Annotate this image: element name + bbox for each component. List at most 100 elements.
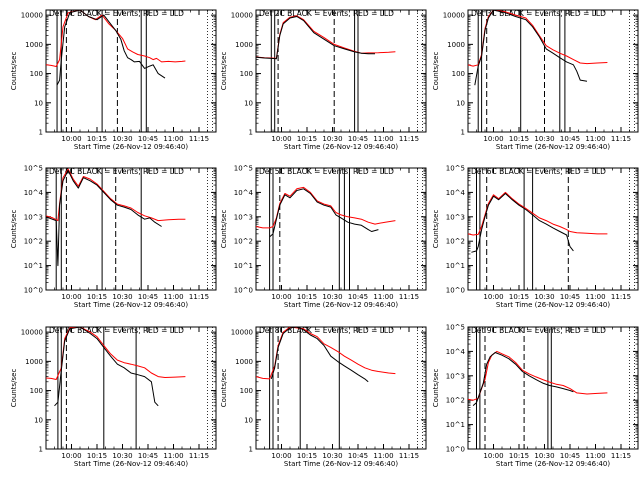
y-tick-label: 1000: [235, 358, 253, 366]
y-tick-label: 10^3: [234, 213, 253, 221]
x-tick-label: 10:45: [138, 293, 158, 301]
events-series-line: [471, 193, 574, 253]
x-axis-label: Start Time (26-Nov-12 09:46:40): [284, 143, 398, 151]
y-tick-label: 10^4: [446, 348, 466, 356]
x-tick-label: 10:15: [509, 135, 529, 143]
x-axis-label: Start Time (26-Nov-12 09:46:40): [284, 301, 398, 309]
x-tick-label: 10:00: [61, 293, 81, 301]
y-axis-label: Counts/sec: [432, 369, 440, 408]
x-tick-label: 10:45: [348, 135, 368, 143]
y-tick-label: 10: [34, 99, 43, 107]
y-tick-label: 10^5: [446, 324, 465, 332]
vertical-markers: [56, 10, 214, 132]
x-tick-label: 10:15: [87, 135, 107, 143]
x-tick-label: 11:00: [585, 135, 605, 143]
x-tick-label: 11:00: [163, 135, 183, 143]
y-axis-label: Counts/sec: [432, 52, 440, 91]
y-tick-label: 10^2: [446, 397, 465, 405]
y-tick-label: 1: [249, 446, 253, 454]
panel-title: Det 5C BLACK = Events, RED = LLD: [259, 167, 394, 176]
y-tick-label: 100: [452, 70, 465, 78]
x-tick-label: 10:30: [534, 135, 554, 143]
panel-det-9: 10^0 10^1 10^2 10^3 10^4 10^5 Counts/sec 10:00 1…: [432, 324, 639, 468]
x-tick-label: 10:00: [271, 135, 291, 143]
y-tick-label: 1000: [235, 41, 253, 49]
events-series-line: [54, 327, 159, 407]
x-tick-label: 10:30: [534, 293, 554, 301]
y-tick-label: 10^0: [24, 287, 43, 295]
y-tick-label: 10^0: [446, 446, 465, 454]
x-tick-label: 10:45: [138, 135, 158, 143]
panel-title: Det 1C BLACK = Events, RED = LLD: [49, 9, 184, 18]
events-series-line: [256, 16, 375, 60]
panel-title: Det 9C BLACK = Events, RED = LLD: [471, 326, 606, 335]
x-axis-label: Start Time (26-Nov-12 09:46:40): [74, 460, 188, 468]
panel-title: Det 8C BLACK = Events, RED = LLD: [259, 326, 394, 335]
x-tick-label: 11:15: [399, 135, 419, 143]
series-group: [468, 191, 608, 253]
x-tick-label: 10:00: [61, 452, 81, 460]
series-group: [256, 186, 396, 238]
x-tick-label: 10:00: [271, 293, 291, 301]
x-axis-label: Start Time (26-Nov-12 09:46:40): [74, 143, 188, 151]
x-axis-label: Start Time (26-Nov-12 09:46:40): [284, 460, 398, 468]
y-axis-label: Counts/sec: [432, 210, 440, 249]
x-tick-label: 10:30: [322, 452, 342, 460]
x-tick-label: 10:45: [348, 452, 368, 460]
y-tick-label: 10^0: [234, 287, 253, 295]
x-tick-label: 11:00: [585, 452, 605, 460]
x-tick-label: 10:00: [483, 135, 503, 143]
x-tick-label: 10:45: [348, 293, 368, 301]
y-tick-label: 10^2: [234, 238, 253, 246]
y-tick-label: 10^1: [446, 262, 465, 270]
x-tick-label: 10:30: [112, 293, 132, 301]
series-group: [468, 10, 608, 86]
y-tick-label: 10000: [231, 329, 253, 337]
x-axis-label: Start Time (26-Nov-12 09:46:40): [496, 301, 610, 309]
series-group: [46, 327, 186, 407]
y-tick-label: 10^3: [24, 213, 43, 221]
x-axis-label: Start Time (26-Nov-12 09:46:40): [496, 460, 610, 468]
panel-det-5: 10^0 10^1 10^2 10^3 10^4 10^5 Counts/sec 10:00 1…: [220, 165, 427, 309]
y-tick-label: 10^2: [24, 238, 43, 246]
x-axis-label: Start Time (26-Nov-12 09:46:40): [74, 301, 188, 309]
y-axis-label: Counts/sec: [10, 52, 18, 91]
panel-title: Det 7C BLACK = Events, RED = LLD: [49, 326, 184, 335]
x-tick-label: 10:00: [483, 293, 503, 301]
x-tick-label: 11:00: [373, 452, 393, 460]
x-tick-label: 10:30: [112, 452, 132, 460]
y-tick-label: 10: [34, 416, 43, 424]
x-tick-label: 10:00: [483, 452, 503, 460]
x-tick-label: 10:15: [297, 135, 317, 143]
panel-det-8: 1 10 100 1000 10000 Counts/sec 10:00 10:15 10:30…: [220, 326, 427, 468]
events-series-line: [472, 352, 574, 406]
y-tick-label: 10^0: [446, 287, 465, 295]
x-tick-label: 11:15: [611, 452, 631, 460]
series-group: [256, 15, 396, 60]
x-tick-label: 11:00: [373, 293, 393, 301]
x-tick-label: 11:00: [163, 452, 183, 460]
y-tick-label: 10^5: [446, 165, 465, 173]
y-tick-label: 1000: [25, 358, 43, 366]
events-series-line: [269, 188, 379, 238]
y-tick-label: 100: [240, 70, 253, 78]
lld-series-line: [468, 191, 608, 236]
x-tick-label: 10:00: [271, 452, 291, 460]
y-tick-label: 100: [240, 387, 253, 395]
panel-det-2: 1 10 100 1000 10000 Counts/sec 10:00 10:15 10:30…: [220, 9, 427, 151]
panel-det-4: 10^0 10^1 10^2 10^3 10^4 10^5 Counts/sec 10:00 1…: [10, 165, 217, 309]
panel-det-7: 1 10 100 1000 10000 Counts/sec 10:00 10:15 10:30…: [10, 326, 217, 468]
x-tick-label: 11:15: [189, 135, 209, 143]
y-tick-label: 10000: [21, 12, 43, 20]
x-tick-label: 10:15: [87, 452, 107, 460]
x-tick-label: 11:15: [611, 135, 631, 143]
events-series-line: [270, 327, 369, 383]
y-tick-label: 10000: [443, 12, 465, 20]
lld-series-line: [256, 186, 396, 229]
x-axis-label: Start Time (26-Nov-12 09:46:40): [496, 143, 610, 151]
vertical-markers: [270, 10, 424, 132]
series-group: [46, 10, 186, 86]
y-tick-label: 10: [244, 99, 253, 107]
x-tick-label: 10:30: [322, 135, 342, 143]
